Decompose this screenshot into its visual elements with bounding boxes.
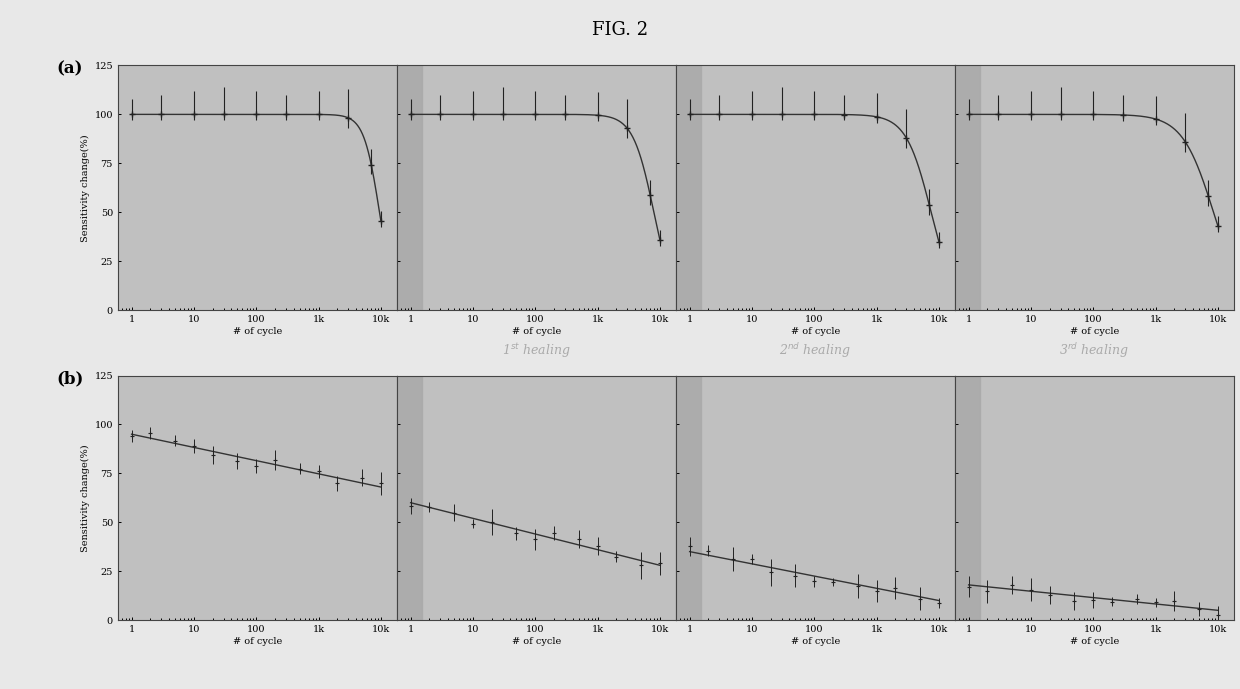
X-axis label: # of cycle: # of cycle [233,327,281,336]
X-axis label: # of cycle: # of cycle [512,637,560,646]
Bar [671,376,701,620]
Bar [671,65,701,310]
Text: 2$^{nd}$ healing: 2$^{nd}$ healing [779,341,852,360]
X-axis label: # of cycle: # of cycle [1070,637,1118,646]
Text: 1$^{st}$ healing: 1$^{st}$ healing [502,341,570,360]
Bar [392,65,422,310]
Bar [950,65,980,310]
Text: FIG. 2: FIG. 2 [591,21,649,39]
Text: (b): (b) [57,371,84,388]
Bar [950,376,980,620]
Text: 3$^{rd}$ healing: 3$^{rd}$ healing [1059,341,1130,360]
Text: (a): (a) [57,61,83,78]
Y-axis label: Sensitivity change(%): Sensitivity change(%) [81,444,91,552]
Y-axis label: Sensitivity change(%): Sensitivity change(%) [81,134,91,242]
Bar [392,376,422,620]
X-axis label: # of cycle: # of cycle [233,637,281,646]
X-axis label: # of cycle: # of cycle [512,327,560,336]
X-axis label: # of cycle: # of cycle [791,327,839,336]
X-axis label: # of cycle: # of cycle [1070,327,1118,336]
X-axis label: # of cycle: # of cycle [791,637,839,646]
